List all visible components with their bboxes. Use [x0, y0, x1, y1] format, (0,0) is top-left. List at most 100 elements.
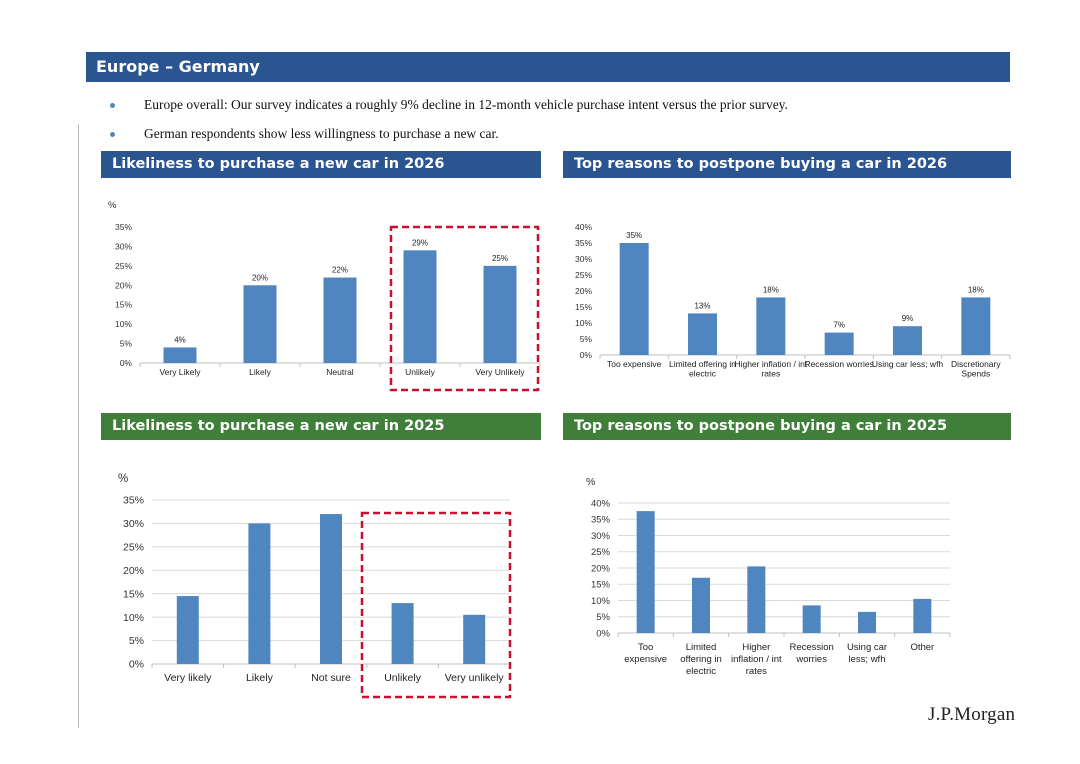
- x-tick-label: Not sure: [311, 672, 351, 684]
- bullet-1-text: Europe overall: Our survey indicates a r…: [144, 97, 788, 112]
- x-tick-label: Neutral: [326, 367, 354, 377]
- chart-purchase-2025: % 0% 5% 10% 15% 20% 25% 30% 35% Very likely Likely…: [118, 473, 512, 699]
- page-title: Europe – Germany: [86, 52, 1010, 82]
- y-tick-label: 0%: [120, 358, 133, 368]
- y-tick-label: 0%: [580, 350, 593, 360]
- x-tick-label: Unlikely: [384, 672, 422, 684]
- y-tick-label: 10%: [115, 319, 132, 329]
- chart-reasons-2026: 0% 5% 10% 15% 20% 25% 30% 35% 40% 35% Too expensiv…: [575, 222, 1011, 379]
- x-tick-label: Using car: [847, 642, 887, 653]
- y-tick-label: 35%: [115, 222, 132, 232]
- bullet-1: Europe overall: Our survey indicates a r…: [108, 97, 788, 113]
- x-tick-label: Limited: [686, 642, 717, 653]
- x-tick-label: Very likely: [164, 672, 212, 684]
- x-tick-label: Very Likely: [159, 367, 201, 377]
- bar: [483, 265, 517, 363]
- x-tick-label: Unlikely: [405, 367, 436, 377]
- y-tick-label: 5%: [580, 334, 593, 344]
- bar: [747, 566, 766, 633]
- y-tick-label: 20%: [591, 563, 611, 574]
- bar: [913, 598, 932, 633]
- data-label: 35%: [626, 231, 642, 240]
- x-tick-label: offering in: [680, 654, 722, 665]
- bar: [320, 514, 342, 664]
- data-label: 7%: [833, 321, 845, 330]
- x-tick-label: Too expensive: [607, 359, 662, 369]
- y-tick-label: 15%: [591, 580, 611, 591]
- x-tick-label: Likely: [246, 672, 274, 684]
- x-tick-label: inflation / int: [731, 654, 782, 665]
- bullet-dot-icon: [110, 132, 115, 137]
- x-tick-label: Spends: [961, 369, 990, 379]
- x-tick-label: Recession: [789, 642, 833, 653]
- bullet-2-text: German respondents show less willingness…: [144, 126, 499, 141]
- x-tick-label: Higher inflation / int: [734, 359, 807, 369]
- chart-purchase-2026: % 0% 5% 10% 15% 20% 25% 30% 35% 4% Very Likely 20% L…: [108, 200, 541, 392]
- y-axis-label: %: [586, 476, 595, 488]
- data-label: 29%: [412, 238, 428, 247]
- x-tick-label: less; wfh: [849, 654, 886, 665]
- bar: [243, 285, 277, 363]
- bar: [824, 332, 854, 355]
- y-tick-label: 10%: [575, 318, 592, 328]
- x-tick-label: rates: [746, 666, 767, 677]
- x-tick-label: expensive: [624, 654, 667, 665]
- section-header-reasons-2026: Top reasons to postpone buying a car in …: [563, 151, 1011, 178]
- x-tick-label: electric: [686, 666, 716, 677]
- y-tick-label: 5%: [596, 612, 610, 623]
- bullet-2: German respondents show less willingness…: [108, 126, 499, 142]
- bar: [756, 297, 786, 355]
- data-label: 20%: [252, 273, 268, 282]
- x-tick-label: Discretionary: [951, 359, 1001, 369]
- left-divider: [78, 124, 79, 728]
- y-tick-label: 0%: [129, 659, 144, 671]
- bar: [176, 596, 199, 664]
- x-tick-label: Very Unlikely: [475, 367, 525, 377]
- y-tick-label: 5%: [120, 339, 133, 349]
- y-tick-label: 35%: [575, 238, 592, 248]
- x-tick-label: worries: [795, 654, 827, 665]
- bar: [323, 277, 357, 363]
- bar: [619, 243, 649, 355]
- x-tick-label: Very unlikely: [445, 672, 505, 684]
- y-tick-label: 0%: [596, 628, 610, 639]
- data-label: 9%: [902, 314, 914, 323]
- bar: [636, 511, 655, 633]
- section-header-purchase-2025: Likeliness to purchase a new car in 2025: [101, 413, 541, 440]
- bullet-dot-icon: [110, 103, 115, 108]
- y-tick-label: 20%: [115, 280, 132, 290]
- x-tick-label: Too: [638, 642, 653, 653]
- bar: [463, 614, 486, 664]
- jpmorgan-logo: J.P.Morgan: [928, 704, 1016, 725]
- data-label: 13%: [694, 301, 710, 310]
- bar: [692, 577, 710, 633]
- bar: [163, 347, 197, 363]
- y-tick-label: 15%: [115, 300, 132, 310]
- y-tick-label: 40%: [575, 222, 592, 232]
- bar: [248, 523, 271, 664]
- y-tick-label: 15%: [575, 302, 592, 312]
- x-tick-label: Likely: [249, 367, 271, 377]
- section-header-reasons-2025: Top reasons to postpone buying a car in …: [563, 413, 1011, 440]
- x-tick-label: Recession worries: [804, 359, 873, 369]
- x-tick-label: Other: [910, 642, 934, 653]
- y-tick-label: 30%: [123, 518, 144, 530]
- y-tick-label: 30%: [591, 531, 611, 542]
- y-tick-label: 25%: [591, 547, 611, 558]
- data-label: 22%: [332, 266, 348, 275]
- x-tick-label: Limited offering in: [669, 359, 736, 369]
- x-tick-label: electric: [689, 369, 717, 379]
- y-tick-label: 40%: [591, 498, 611, 509]
- y-tick-label: 20%: [123, 565, 144, 577]
- y-tick-label: 30%: [575, 254, 592, 264]
- y-tick-label: 25%: [123, 542, 144, 554]
- y-tick-label: 25%: [115, 261, 132, 271]
- y-tick-label: 35%: [591, 515, 611, 526]
- y-tick-label: 20%: [575, 286, 592, 296]
- bar: [858, 611, 876, 633]
- data-label: 18%: [968, 285, 984, 294]
- y-tick-label: 15%: [123, 588, 144, 600]
- x-tick-label: rates: [761, 369, 780, 379]
- bar: [403, 250, 437, 363]
- data-label: 18%: [763, 285, 779, 294]
